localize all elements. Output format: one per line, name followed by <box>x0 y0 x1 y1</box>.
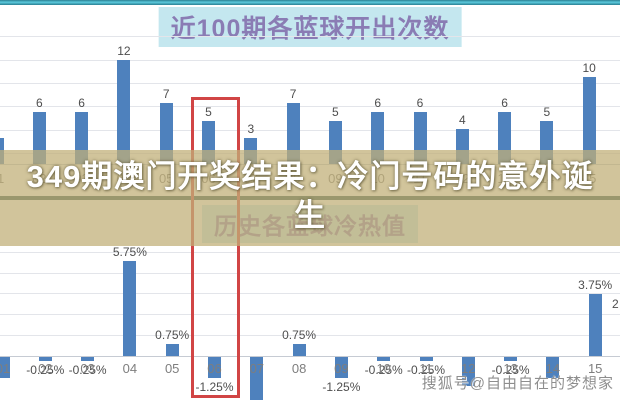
bar <box>250 357 264 400</box>
value-label: 6 <box>78 95 85 110</box>
bar <box>377 357 391 362</box>
chart-gridline <box>0 36 620 38</box>
chart-gridline <box>0 129 620 131</box>
value-label: 0.75% <box>282 327 317 342</box>
bar <box>461 357 475 386</box>
value-label: -0.25% <box>26 363 65 378</box>
category-label: 08 <box>291 361 307 376</box>
value-label: 7 <box>162 87 170 102</box>
chart-gridline <box>0 314 620 316</box>
cropped-value-label: 2 <box>612 297 619 311</box>
value-label: -0.25% <box>406 363 446 378</box>
value-label: 4 <box>458 113 466 128</box>
headline-line1: 349期澳门开奖结果：冷门号码的意外诞 <box>26 159 594 194</box>
bar <box>81 357 95 362</box>
value-label: -0.25% <box>68 363 107 378</box>
category-label: 10 <box>376 361 391 376</box>
red-highlight-box <box>191 97 240 398</box>
chart-gridline <box>0 272 620 274</box>
bar <box>588 294 602 356</box>
bar <box>504 357 518 362</box>
value-label: 6 <box>416 95 424 110</box>
headline-watermark: 349期澳门开奖结果：冷门号码的意外诞 生 <box>0 157 620 235</box>
chart-gridline <box>0 335 620 337</box>
chart-gridline <box>0 106 620 108</box>
category-label: 04 <box>122 361 138 376</box>
bar <box>117 59 131 164</box>
value-label: -0.25% <box>491 363 530 378</box>
chart-gridline <box>0 293 620 295</box>
value-label: -1.25% <box>322 379 361 394</box>
chart1-title: 近100期各蓝球开出次数 <box>158 7 462 47</box>
top-border-strip <box>0 0 620 5</box>
bar <box>0 357 10 378</box>
category-label: 06 <box>207 361 222 376</box>
value-label: 0.75% <box>155 327 190 342</box>
bar <box>159 103 173 164</box>
bar <box>334 357 348 378</box>
category-label: 15 <box>587 361 603 376</box>
sohu-watermark: 搜狐号@自由自在的梦想家 <box>421 375 614 392</box>
category-label: 11 <box>419 361 433 376</box>
category-label: 13 <box>503 361 518 376</box>
bar <box>582 77 596 164</box>
value-label: 5 <box>543 104 551 119</box>
category-label: 05 <box>164 361 180 376</box>
chart-axis-line <box>0 356 620 357</box>
value-label: 6 <box>501 95 508 110</box>
value-label: -1.25% <box>195 379 234 394</box>
bar <box>546 357 560 378</box>
value-label: 10 <box>582 61 596 75</box>
value-label: -0.25% <box>364 363 403 378</box>
category-label: 03 <box>80 361 95 376</box>
bar <box>123 261 137 356</box>
value-label: 3 <box>247 121 255 136</box>
category-label: 09 <box>334 361 349 376</box>
value-label: 6 <box>374 95 382 110</box>
bar <box>165 343 179 356</box>
value-label: 5 <box>205 104 212 119</box>
value-label: 5.75% <box>112 245 147 260</box>
bar <box>38 357 52 362</box>
chart-gridline <box>0 59 620 61</box>
bar <box>208 357 221 378</box>
bar <box>419 357 433 362</box>
value-label: 7 <box>289 87 297 102</box>
value-label: 12 <box>117 43 131 58</box>
category-label: 02 <box>38 361 53 376</box>
category-label: 12 <box>461 361 476 376</box>
headline-overlay-band: 349期澳门开奖结果：冷门号码的意外诞 生 <box>0 150 620 246</box>
category-label: 01 <box>0 361 11 376</box>
chart-gridline <box>0 251 620 253</box>
category-label: 07 <box>249 361 265 376</box>
value-label: 5 <box>332 104 339 119</box>
value-label: 3.75% <box>578 278 613 293</box>
category-label: 14 <box>545 361 561 376</box>
bar <box>292 343 306 356</box>
headline-line2: 生 <box>294 198 326 233</box>
chart-gridline <box>0 82 620 84</box>
value-label: 6 <box>35 95 43 110</box>
bar <box>286 103 300 164</box>
